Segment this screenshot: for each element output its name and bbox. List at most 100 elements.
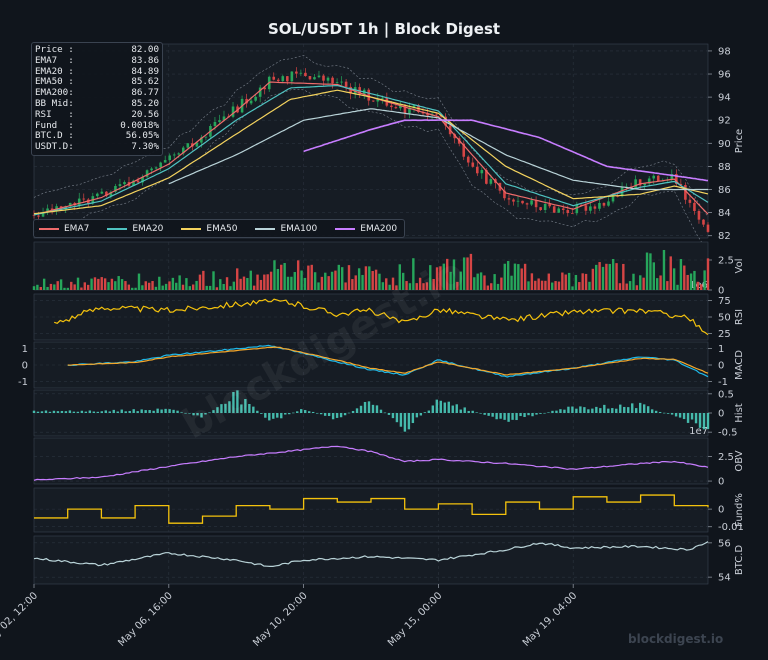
volume-bar — [46, 286, 49, 290]
y-tick-label: 54 — [718, 573, 731, 584]
volume-bar — [639, 275, 642, 290]
volume-bar — [188, 286, 191, 290]
hist-bar — [427, 410, 431, 413]
legend-item-ema200: EMA200 — [335, 224, 397, 234]
hist-bar — [112, 409, 115, 413]
volume-bar — [415, 283, 418, 290]
info-value: 84.89 — [131, 65, 159, 77]
hist-bar — [92, 411, 96, 413]
hist-bar — [311, 411, 315, 413]
hist-bar — [72, 411, 76, 413]
volume-bar — [202, 270, 205, 290]
volume-bar — [676, 284, 679, 290]
volume-bar — [97, 278, 100, 290]
candle-body — [403, 104, 407, 114]
hist-bar — [367, 401, 371, 413]
volume-bar — [276, 268, 280, 290]
candle-body — [263, 87, 266, 90]
hist-bar — [603, 404, 606, 413]
candle-body — [344, 81, 348, 87]
hist-bar — [176, 410, 179, 413]
candle-body — [480, 170, 484, 174]
candle-body — [105, 191, 108, 196]
volume-bar — [398, 264, 401, 290]
series-line-ema100 — [168, 108, 708, 191]
candle-body — [154, 167, 158, 169]
candle-body — [507, 198, 511, 200]
hist-bar — [507, 413, 510, 422]
info-label: EMA50 : — [35, 76, 74, 88]
y-tick-label: 88 — [718, 162, 731, 173]
hist-bar — [232, 392, 235, 413]
hist-bar — [108, 411, 111, 413]
volume-bar — [70, 281, 73, 290]
candle-body — [426, 113, 429, 116]
info-row: EMA50 : 85.62 — [35, 77, 159, 88]
volume-bar — [154, 286, 158, 290]
y-tick-label: 25 — [718, 329, 731, 340]
hist-bar — [164, 408, 167, 413]
y-axis-label: Vol — [734, 259, 745, 274]
y-tick-label-left: 1 — [22, 344, 28, 355]
volume-bar — [483, 275, 486, 290]
hist-bar — [619, 404, 622, 413]
volume-bar — [649, 253, 652, 290]
volume-bar — [273, 260, 276, 290]
volume-bar — [107, 282, 110, 290]
candle-body — [150, 168, 153, 171]
candle-body — [557, 208, 561, 213]
volume-bar — [256, 274, 259, 290]
hist-bar — [168, 409, 171, 413]
candle-body — [521, 200, 524, 204]
volume-bar — [598, 262, 601, 290]
hist-bar — [479, 413, 482, 414]
volume-bar — [391, 277, 395, 290]
volume-bar — [561, 272, 564, 290]
series-line-signal — [67, 346, 709, 376]
volume-bar — [151, 281, 154, 290]
volume-bar — [330, 271, 334, 290]
info-label: Price : — [35, 44, 74, 55]
volume-bar — [442, 263, 446, 290]
hist-bar — [686, 413, 690, 423]
hist-bar — [379, 409, 383, 413]
series-line-ema200 — [303, 119, 709, 182]
volume-bar — [611, 259, 615, 290]
volume-bar — [212, 271, 215, 290]
volume-bar — [459, 271, 462, 290]
volume-bar — [56, 281, 59, 290]
hist-bar — [698, 413, 702, 428]
candle-body — [322, 75, 325, 81]
candle-body — [634, 179, 637, 189]
volume-bar — [195, 280, 198, 290]
chart-title: SOL/USDT 1h | Block Digest — [267, 20, 501, 38]
volume-bar — [412, 258, 415, 290]
candle-body — [412, 105, 416, 108]
volume-bar — [86, 284, 90, 290]
volume-bar — [361, 274, 364, 290]
hist-bar — [347, 412, 351, 414]
volume-bar — [605, 263, 608, 290]
volume-bar — [252, 285, 256, 290]
volume-bar — [324, 272, 327, 290]
volume-bar — [76, 277, 80, 290]
candle-body — [616, 195, 619, 197]
volume-bar — [635, 285, 639, 290]
y-tick-label: 96 — [718, 70, 731, 81]
volume-bar — [175, 282, 178, 290]
candle-body — [258, 87, 262, 97]
candle-body — [525, 203, 529, 205]
y-tick-label: -1 — [718, 377, 728, 388]
volume-bar — [506, 261, 510, 290]
candle-body — [177, 153, 181, 155]
hist-bar — [607, 408, 610, 413]
hist-bar — [423, 412, 427, 413]
candle-body — [489, 179, 493, 184]
candle-body — [580, 204, 583, 206]
volume-bar — [80, 287, 83, 290]
hist-bar — [694, 413, 698, 424]
volume-bar — [401, 272, 405, 290]
volume-bar — [357, 268, 361, 290]
candle-body — [390, 105, 393, 108]
info-value: 85.20 — [131, 97, 159, 109]
